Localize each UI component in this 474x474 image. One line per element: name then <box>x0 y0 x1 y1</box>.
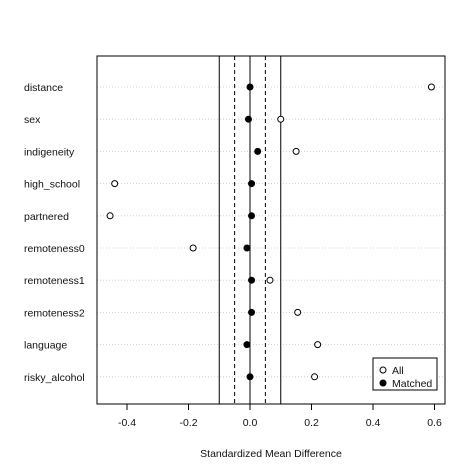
x-axis: -0.4 -0.2 0.0 0.2 0.4 0.6 <box>118 403 442 429</box>
point-all-remoteness1 <box>266 276 274 284</box>
x-axis-title: Standardized Mean Difference <box>200 448 342 460</box>
point-matched-distance <box>246 83 254 91</box>
x-tick-label-5: 0.6 <box>427 417 442 429</box>
point-all-remoteness0 <box>189 244 197 252</box>
x-tick-label-4: 0.4 <box>366 417 381 429</box>
plot-frame <box>96 55 446 405</box>
y-axis-labels: distance sex indigeneity high_schoolpartner… <box>24 82 85 384</box>
legend-all-marker <box>379 366 387 374</box>
point-all-high_school <box>111 180 119 188</box>
point-matched-partnered <box>248 212 256 220</box>
point-all-indigeneity <box>292 147 300 155</box>
y-label-risky_alcohol: risky_alcohol <box>24 372 85 384</box>
y-label-high_school: high_school <box>24 179 80 191</box>
legend: All Matched <box>372 357 438 391</box>
x-tick-label-0: -0.4 <box>118 417 136 429</box>
point-matched-sex <box>244 115 252 123</box>
legend-matched-label: Matched <box>392 378 432 390</box>
x-tick-label-2: 0.0 <box>243 417 258 429</box>
y-label-language: language <box>24 340 67 352</box>
y-label-partnered: partnered <box>24 211 69 223</box>
x-tick-label-1: -0.2 <box>179 417 197 429</box>
y-label-remoteness2: remoteness2 <box>24 307 85 319</box>
point-matched-remoteness0 <box>243 244 251 252</box>
point-matched-remoteness2 <box>248 308 256 316</box>
gridlines <box>97 86 445 378</box>
point-matched-high_school <box>248 180 256 188</box>
data-points <box>106 83 435 381</box>
point-all-language <box>314 341 322 349</box>
y-label-indigeneity: indigeneity <box>24 146 75 158</box>
legend-matched-marker <box>379 379 387 387</box>
point-matched-risky_alcohol <box>246 373 254 381</box>
y-label-sex: sex <box>24 114 41 126</box>
point-all-partnered <box>106 212 114 220</box>
point-all-distance <box>427 83 435 91</box>
y-label-remoteness1: remoteness1 <box>24 275 85 287</box>
reference-lines <box>218 56 282 404</box>
point-matched-language <box>243 341 251 349</box>
y-label-remoteness0: remoteness0 <box>24 243 85 255</box>
legend-all-label: All <box>392 365 404 377</box>
point-matched-indigeneity <box>254 147 262 155</box>
y-label-distance: distance <box>24 82 63 94</box>
x-tick-label-3: 0.2 <box>304 417 319 429</box>
point-all-remoteness2 <box>294 308 302 316</box>
point-all-sex <box>277 115 285 123</box>
point-matched-remoteness1 <box>248 276 256 284</box>
point-all-risky_alcohol <box>311 373 319 381</box>
